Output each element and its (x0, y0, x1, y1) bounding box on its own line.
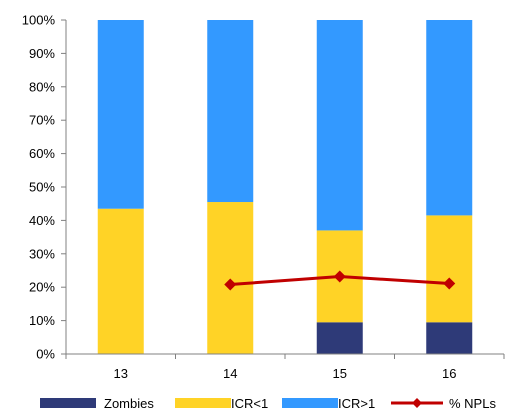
y-tick-label: 20% (29, 280, 55, 295)
legend-label-zombies: Zombies (104, 396, 154, 411)
legend-swatch-zombies (40, 398, 96, 408)
bar-segment-icr-1-16 (426, 215, 473, 323)
x-tick-label: 13 (114, 366, 128, 381)
legend-label--npls: % NPLs (449, 396, 496, 411)
y-tick-label: 10% (29, 313, 55, 328)
bar-segment-zombies-15 (316, 322, 363, 354)
legend-marker--npls (412, 398, 422, 408)
legend-label-icr-1: ICR<1 (231, 396, 268, 411)
x-tick-label: 15 (333, 366, 347, 381)
npl-point-marker (224, 278, 237, 291)
y-tick-label: 50% (29, 180, 55, 195)
bar-segment-icr-1-13 (97, 208, 144, 354)
y-tick-label: 40% (29, 213, 55, 228)
legend: Zombies ICR<1 ICR>1 % NPLs (40, 396, 496, 411)
x-tick-label: 14 (223, 366, 237, 381)
bar-segment-icr-1-14 (207, 20, 254, 203)
bar-segment-zombies-16 (426, 322, 473, 354)
npl-point-marker (443, 277, 456, 290)
x-tick-label: 16 (442, 366, 456, 381)
bars-layer (97, 20, 473, 354)
y-tick-label: 90% (29, 46, 55, 61)
axes-layer: 0% 10% 20% 30% 40% 50% 60% 70% 80% 90% 100% 13 14 15 1… (22, 13, 505, 381)
bar-segment-icr-1-15 (316, 20, 363, 231)
legend-swatch-icr-1 (175, 398, 231, 408)
npl-line-layer (224, 270, 456, 291)
y-tick-label: 70% (29, 113, 55, 128)
npl-point-marker (333, 270, 346, 283)
y-tick-label: 80% (29, 79, 55, 94)
y-tick-label: 0% (36, 347, 55, 362)
legend-swatch-icr-1 (282, 398, 338, 408)
legend-label-icr-1: ICR>1 (338, 396, 375, 411)
bar-segment-icr-1-13 (97, 20, 144, 209)
bar-segment-icr-1-16 (426, 20, 473, 216)
y-tick-label: 60% (29, 146, 55, 161)
y-tick-label: 30% (29, 246, 55, 261)
y-tick-label: 100% (22, 13, 56, 28)
bar-segment-icr-1-14 (207, 202, 254, 354)
